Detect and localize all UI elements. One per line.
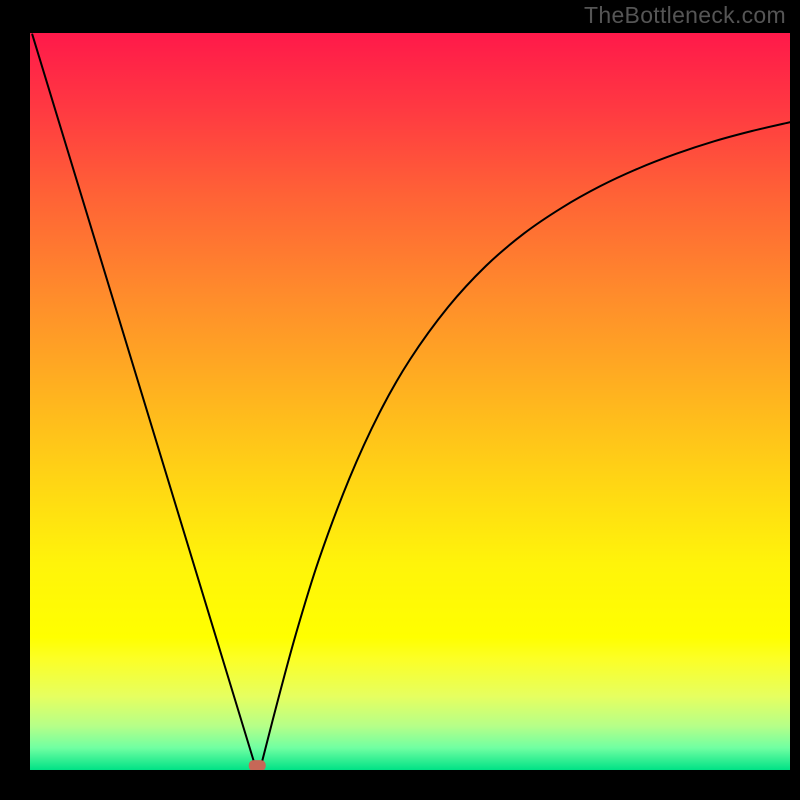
- watermark-label: TheBottleneck.com: [584, 2, 786, 29]
- plot-area: [30, 33, 790, 770]
- minimum-marker: [249, 760, 266, 770]
- chart-svg: [30, 33, 790, 770]
- chart-container: TheBottleneck.com: [0, 0, 800, 800]
